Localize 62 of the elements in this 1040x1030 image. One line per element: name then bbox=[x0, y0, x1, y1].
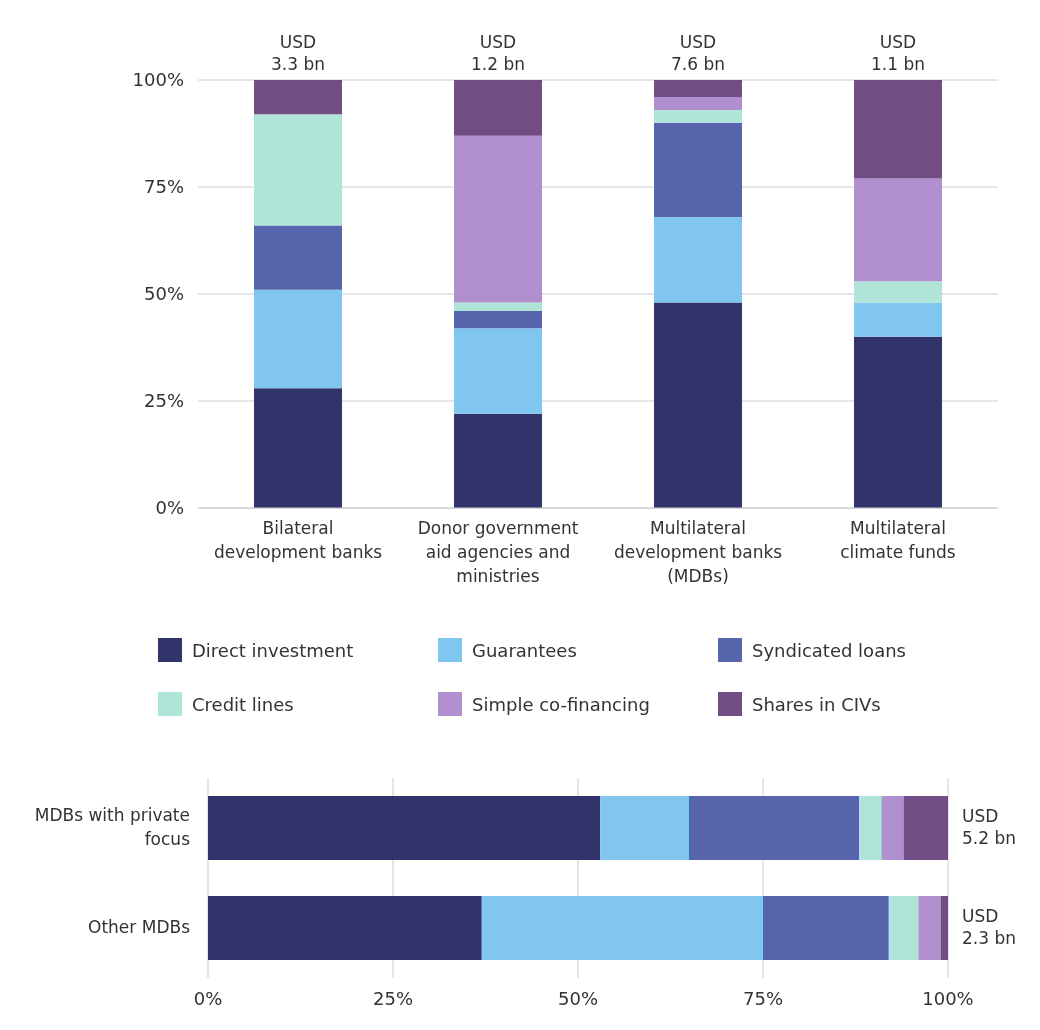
x-tick-label: 0% bbox=[193, 987, 223, 1009]
y-tick-label: Other MDBs bbox=[88, 917, 191, 937]
legend-label: Shares in CIVs bbox=[752, 693, 881, 715]
bar bbox=[481, 896, 763, 960]
bar bbox=[654, 109, 742, 123]
x-tick-label: Multilateral development banks (MDBs) bbox=[613, 518, 783, 586]
bar bbox=[763, 896, 889, 960]
legend-label: Guarantees bbox=[472, 639, 577, 661]
total-label: USD 2.3 bn bbox=[962, 906, 1017, 948]
bar bbox=[888, 896, 919, 960]
bar bbox=[454, 328, 542, 414]
bar bbox=[454, 413, 542, 508]
bar bbox=[854, 80, 942, 179]
x-tick-label: 100% bbox=[922, 987, 974, 1009]
bar bbox=[854, 302, 942, 337]
bar bbox=[654, 97, 742, 110]
bar bbox=[654, 80, 742, 98]
y-tick-label: 50% bbox=[143, 283, 184, 305]
x-tick-label: Bilateral development banks bbox=[213, 518, 383, 562]
legend-label: Simple co-financing bbox=[472, 693, 650, 715]
legend-label: Direct investment bbox=[192, 639, 354, 661]
total-label: USD 7.6 bn bbox=[670, 32, 726, 74]
bar bbox=[859, 796, 882, 860]
total-label: USD 3.3 bn bbox=[270, 32, 326, 74]
y-tick-label: 0% bbox=[155, 497, 184, 519]
x-tick-label: Donor government aid agencies and ministries bbox=[417, 518, 579, 586]
bar bbox=[689, 796, 860, 860]
x-tick-label: 50% bbox=[557, 987, 599, 1009]
bar bbox=[454, 302, 542, 312]
bar bbox=[254, 114, 342, 226]
total-label: USD 1.1 bn bbox=[870, 32, 926, 74]
bar bbox=[600, 796, 689, 860]
bar bbox=[454, 311, 542, 329]
bar bbox=[881, 796, 904, 860]
bar bbox=[254, 289, 342, 389]
y-tick-label: 75% bbox=[143, 176, 184, 198]
x-tick-label: 75% bbox=[742, 987, 784, 1009]
y-tick-label: 25% bbox=[143, 390, 184, 412]
x-tick-label: Multilateral climate funds bbox=[840, 518, 956, 562]
bar bbox=[918, 896, 941, 960]
y-tick-label: MDBs with private focus bbox=[34, 805, 191, 849]
total-label: USD 5.2 bn bbox=[962, 806, 1017, 848]
bar bbox=[454, 80, 542, 136]
legend-label: Credit lines bbox=[192, 693, 294, 715]
bar bbox=[940, 896, 948, 960]
bar bbox=[654, 216, 742, 303]
bar bbox=[254, 225, 342, 290]
y-tick-label: 100% bbox=[132, 69, 184, 91]
bar bbox=[854, 281, 942, 303]
legend-label: Syndicated loans bbox=[752, 639, 906, 661]
bar bbox=[654, 302, 742, 508]
bar bbox=[208, 796, 601, 860]
bar bbox=[254, 80, 342, 115]
bar bbox=[903, 796, 948, 860]
bar bbox=[654, 122, 742, 217]
bar bbox=[208, 896, 482, 960]
x-tick-label: 25% bbox=[372, 987, 414, 1009]
bar bbox=[254, 388, 342, 508]
bar bbox=[454, 135, 542, 303]
bar bbox=[854, 336, 942, 508]
bar bbox=[854, 178, 942, 282]
total-label: USD 1.2 bn bbox=[470, 32, 526, 74]
